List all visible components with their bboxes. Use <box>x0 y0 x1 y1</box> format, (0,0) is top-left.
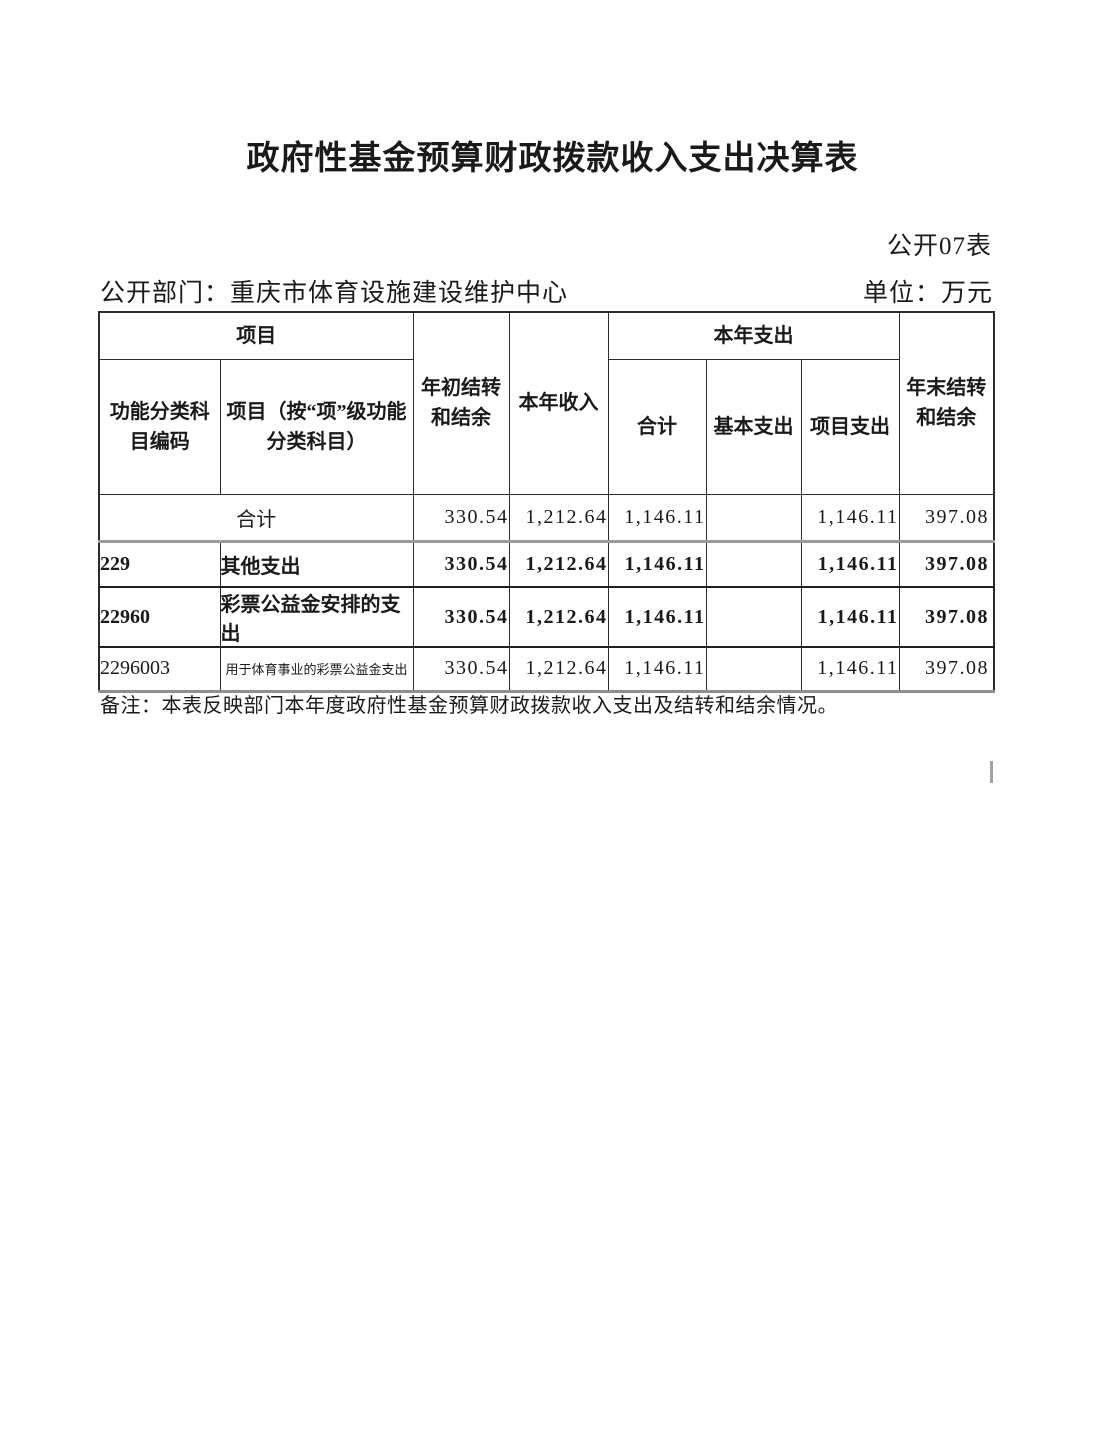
cell-code: 229 <box>98 540 221 588</box>
header-expenditure-group: 本年支出 <box>607 311 900 360</box>
cell-exp-project: 1,146.11 <box>800 646 900 692</box>
cell-closing-balance: 397.08 <box>898 493 995 543</box>
cell-closing-balance: 397.08 <box>898 586 995 648</box>
header-closing-balance: 年末结转和结余 <box>898 311 995 495</box>
cell-closing-balance: 397.08 <box>898 540 995 588</box>
cell-project: 彩票公益金安排的支出 <box>219 586 414 648</box>
table-header-row-1: 项目 年初结转和结余 本年收入 本年支出 年末结转和结余 <box>98 311 995 495</box>
cell-exp-total: 1,146.11 <box>607 493 707 543</box>
table-row-total: 合计 330.54 1,212.64 1,146.11 1,146.11 397… <box>98 493 995 543</box>
header-exp-total: 合计 <box>607 358 707 495</box>
cell-exp-total: 1,146.11 <box>607 646 707 692</box>
cell-exp-total: 1,146.11 <box>607 586 707 648</box>
page-title: 政府性基金预算财政拨款收入支出决算表 <box>246 138 859 177</box>
department-label: 公开部门：重庆市体育设施建设维护中心 <box>100 280 569 307</box>
cell-opening-balance: 330.54 <box>412 586 510 648</box>
header-project-group: 项目 <box>98 311 414 360</box>
cell-current-income: 1,212.64 <box>508 540 609 588</box>
cell-exp-basic <box>705 586 802 648</box>
budget-table: 项目 年初结转和结余 本年收入 本年支出 年末结转和结余 功能分类科目编码 项目… <box>98 311 996 693</box>
table-header-row-2: 功能分类科目编码 项目（按“项”级功能分类科目） 合计 基本支出 项目支出 <box>98 358 994 495</box>
cell-exp-total: 1,146.11 <box>607 540 707 588</box>
cell-current-income: 1,212.64 <box>508 646 609 692</box>
header-exp-project: 项目支出 <box>800 358 900 495</box>
header-exp-basic: 基本支出 <box>705 358 802 495</box>
cell-project: 用于体育事业的彩票公益金支出 <box>219 646 414 692</box>
unit-label: 单位：万元 <box>862 280 993 307</box>
cell-code: 2296003 <box>98 646 221 692</box>
cell-exp-basic <box>705 646 802 692</box>
cell-closing-balance: 397.08 <box>898 646 995 692</box>
cell-exp-project: 1,146.11 <box>800 540 900 588</box>
table-row-22960: 22960 彩票公益金安排的支出 330.54 1,212.64 1,146.1… <box>98 586 995 648</box>
cell-code: 22960 <box>98 586 221 648</box>
cell-opening-balance: 330.54 <box>412 646 510 692</box>
cell-project: 合计 <box>98 493 414 543</box>
cell-opening-balance: 330.54 <box>412 540 510 588</box>
cell-opening-balance: 330.54 <box>412 493 510 543</box>
cursor-artifact <box>990 761 993 783</box>
header-code: 功能分类科目编码 <box>98 358 221 495</box>
sheet-number-label: 公开07表 <box>886 233 992 260</box>
header-opening-balance: 年初结转和结余 <box>412 311 510 495</box>
cell-current-income: 1,212.64 <box>508 586 609 648</box>
cell-exp-project: 1,146.11 <box>800 493 900 543</box>
note-text: 备注：本表反映部门本年度政府性基金预算财政拨款收入支出及结转和结余情况。 <box>100 695 838 717</box>
table-row-2296003: 2296003 用于体育事业的彩票公益金支出 330.54 1,212.64 1… <box>98 646 995 692</box>
meta-row: 公开部门：重庆市体育设施建设维护中心 单位：万元 <box>100 273 993 309</box>
cell-exp-project: 1,146.11 <box>800 586 900 648</box>
cell-project: 其他支出 <box>219 540 414 588</box>
header-project: 项目（按“项”级功能分类科目） <box>219 358 414 495</box>
table-row-229: 229 其他支出 330.54 1,212.64 1,146.11 1,146.… <box>98 540 995 588</box>
header-current-income: 本年收入 <box>508 311 609 495</box>
cell-current-income: 1,212.64 <box>508 493 609 543</box>
cell-exp-basic <box>705 493 802 543</box>
cell-exp-basic <box>705 540 802 588</box>
